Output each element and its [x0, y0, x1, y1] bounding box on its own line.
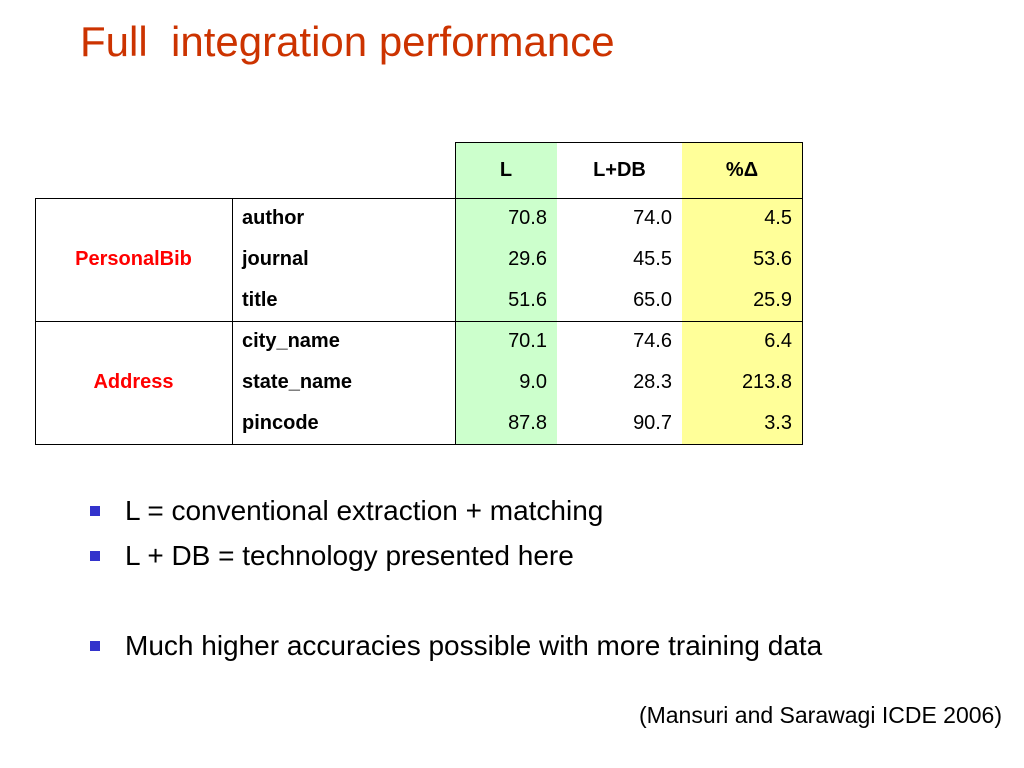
column-bg — [557, 142, 682, 445]
bullet-marker — [90, 506, 100, 516]
cell-value: 70.8 — [508, 207, 547, 229]
cell-value: 74.0 — [633, 207, 672, 229]
cell-value: 4.5 — [764, 207, 792, 229]
field-label: author — [242, 207, 305, 229]
cell-value: 29.6 — [508, 248, 547, 270]
group-label: PersonalBib — [75, 248, 192, 270]
bullet-text: L = conventional extraction + matching — [125, 495, 604, 526]
group-border — [35, 321, 803, 445]
cell-value: 3.3 — [764, 412, 792, 434]
column-bg — [455, 142, 557, 445]
cell-value: 9.0 — [519, 371, 547, 393]
cell-value: 6.4 — [764, 330, 792, 352]
column-header: L+DB — [593, 158, 646, 181]
field-label: journal — [242, 248, 309, 270]
field-label: city_name — [242, 330, 340, 352]
cell-value: 87.8 — [508, 412, 547, 434]
cell-value: 70.1 — [508, 330, 547, 352]
cell-value: 45.5 — [633, 248, 672, 270]
citation: (Mansuri and Sarawagi ICDE 2006) — [638, 701, 1002, 728]
field-label: title — [242, 289, 278, 311]
column-bg — [682, 142, 802, 445]
bullet-marker — [90, 551, 100, 561]
cell-value: 28.3 — [633, 371, 672, 393]
column-divider — [232, 198, 233, 445]
cell-value: 65.0 — [633, 289, 672, 311]
field-label: pincode — [242, 412, 319, 434]
column-header: L — [499, 158, 513, 181]
cell-value: 213.8 — [741, 371, 792, 393]
cell-value: 51.6 — [508, 289, 547, 311]
cell-value: 90.7 — [633, 412, 672, 434]
bullet-marker — [90, 641, 100, 651]
cell-value: 53.6 — [753, 248, 792, 270]
column-divider — [455, 198, 456, 445]
slide-title: Full integration performance — [80, 18, 615, 65]
cell-value: 25.9 — [753, 289, 792, 311]
bullet-text: L + DB = technology presented here — [125, 540, 574, 571]
column-header: %Δ — [725, 158, 759, 181]
bullet-text: Much higher accuracies possible with mor… — [125, 630, 823, 661]
group-label: Address — [93, 371, 174, 393]
cell-value: 74.6 — [633, 330, 672, 352]
field-label: state_name — [242, 371, 353, 393]
